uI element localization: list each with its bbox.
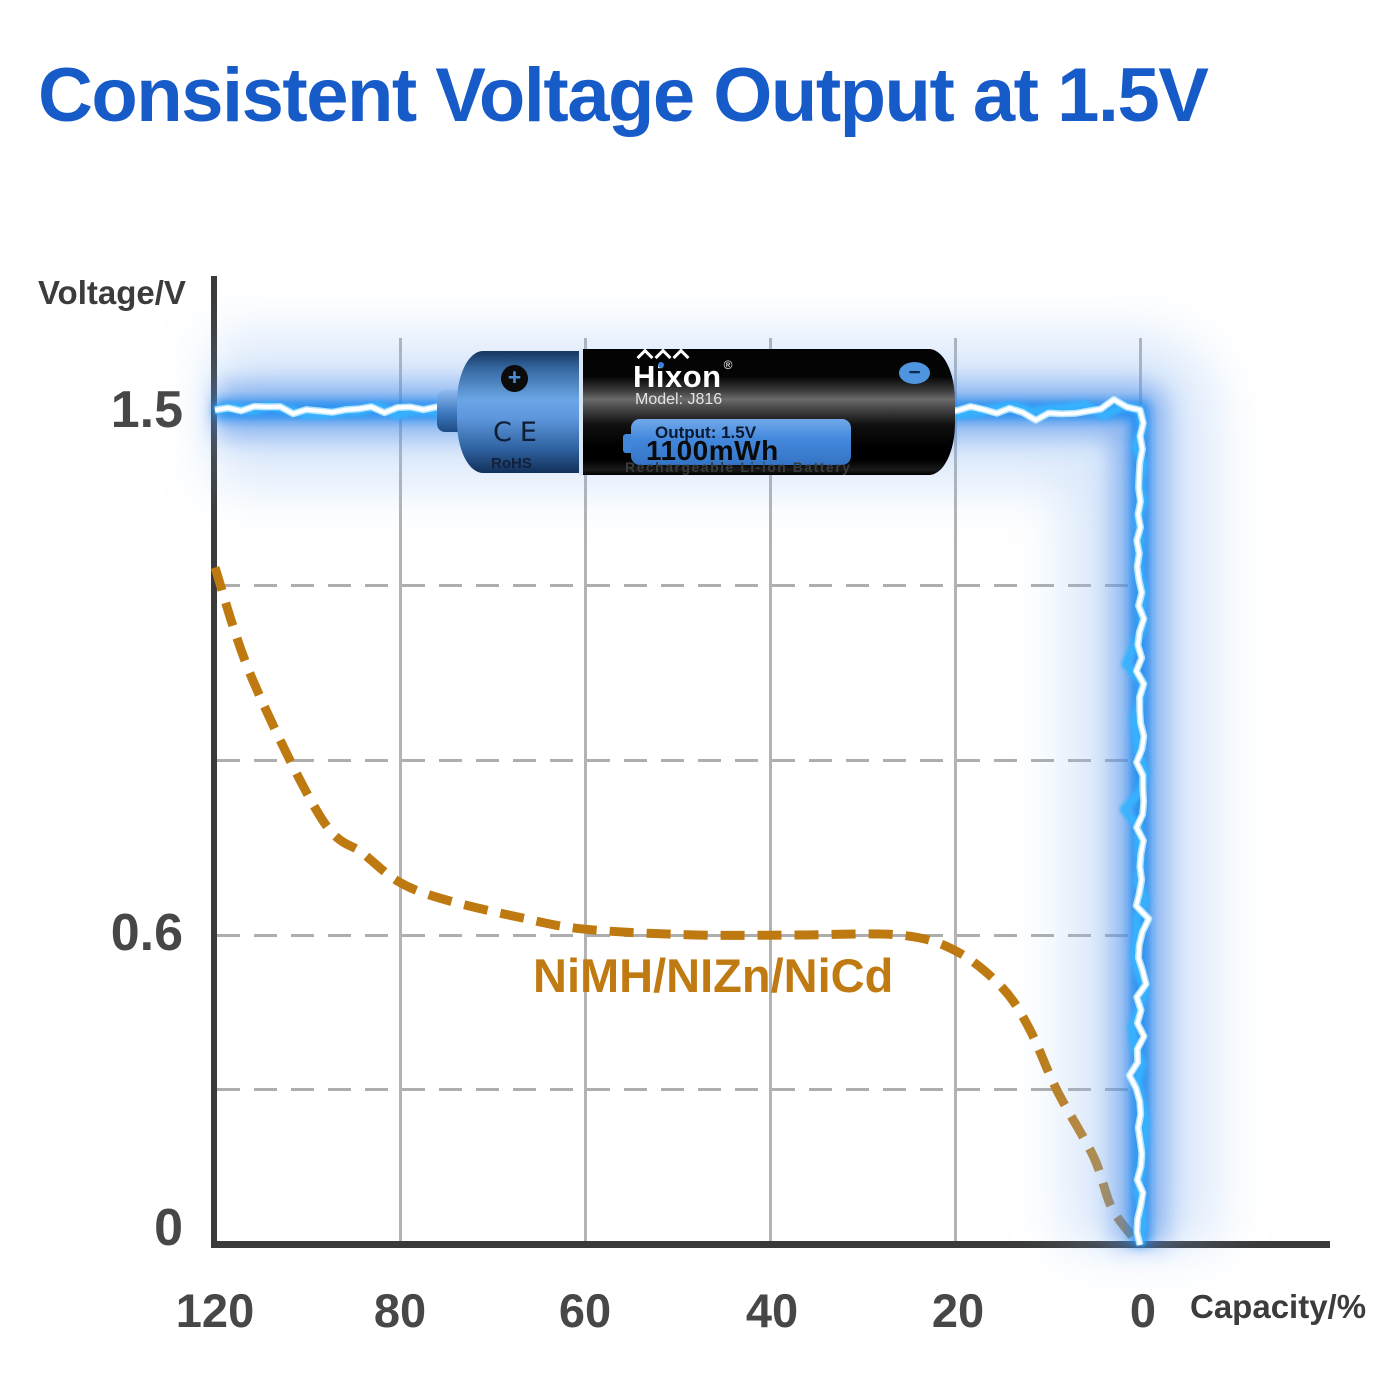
lightning-mid-glow [215, 382, 1168, 1245]
lightning-inner-glow [215, 400, 1150, 1245]
brand-text: Hixon [633, 359, 722, 394]
y-tick-label-0-6: 0.6 [110, 904, 183, 962]
x-tick-label-0: 0 [1129, 1284, 1157, 1337]
battery-cap: + CE RoHS [457, 351, 581, 473]
lightning-outer-halo [215, 335, 1215, 1245]
plus-symbol: + [507, 364, 522, 390]
brand-i-dot-icon [658, 362, 664, 368]
ce-mark: CE [493, 417, 545, 448]
battery-body: Hixon ® Model: J816 Output: 1.5V 1100mWh … [579, 348, 955, 475]
x-tick-label-120: 120 [175, 1284, 255, 1337]
y-tick-label-1-5: 1.5 [110, 381, 183, 439]
y-axis-line [211, 276, 217, 1248]
x-tick-label-60: 60 [558, 1284, 612, 1337]
gridline-vertical [398, 338, 402, 1242]
minus-terminal-icon: − [899, 362, 930, 384]
gridline-horizontal-dashed [217, 933, 1129, 937]
rohs-mark: RoHS [491, 455, 532, 472]
lightning-bolt-bright [214, 399, 1151, 1246]
plus-terminal-icon: + [501, 365, 528, 392]
gridline-horizontal-dashed [217, 1088, 1129, 1092]
lightning-bolt-core [214, 397, 1151, 1246]
model-text: Model: J816 [635, 391, 723, 408]
minus-symbol: − [908, 360, 921, 384]
y-tick-label-0: 0 [154, 1199, 183, 1257]
x-tick-label-80: 80 [373, 1284, 427, 1337]
battery-illustration: + CE RoHS Hixon ® Model: J816 Output: 1.5… [437, 348, 955, 476]
brand-logo: Hixon ® [633, 359, 733, 392]
x-tick-label-20: 20 [931, 1284, 985, 1337]
gridline-horizontal-dashed [217, 758, 1129, 762]
x-tick-label-40: 40 [745, 1284, 799, 1337]
registered-mark: ® [723, 358, 733, 372]
battery-subtext: Rechargeable Li-ion Battery [625, 459, 852, 475]
nimh-discharge-curve [210, 566, 1144, 1248]
x-axis-title: Capacity/% [1190, 1288, 1367, 1325]
gridline-vertical [1138, 338, 1142, 1242]
page-title: Consistent Voltage Output at 1.5V [38, 53, 1209, 138]
gridline-horizontal-dashed [217, 583, 1129, 587]
nimh-series-label: NiMH/NIZn/NiCd [533, 949, 894, 1002]
x-axis-line [211, 1241, 1330, 1248]
lightning-bolt-cyan [214, 395, 1153, 1246]
y-axis-title: Voltage/V [38, 274, 186, 311]
